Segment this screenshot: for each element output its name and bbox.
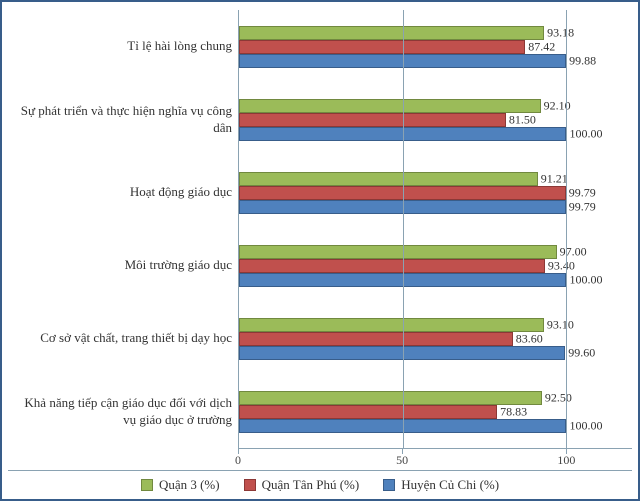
bar-wrap: 83.60 — [239, 332, 632, 346]
bar-value-label: 93.18 — [543, 25, 574, 40]
y-axis-labels: Tỉ lệ hài lòng chungSự phát triển và thự… — [8, 10, 238, 448]
legend: Quận 3 (%) Quận Tân Phú (%) Huyện Củ Chi (… — [8, 470, 632, 495]
legend-label: Huyện Củ Chi (%) — [401, 477, 499, 493]
bar-wrap: 99.79 — [239, 186, 632, 200]
bar-q3: 92.50 — [239, 391, 542, 405]
chart-frame: Tỉ lệ hài lòng chungSự phát triển và thự… — [0, 0, 640, 501]
bar-q3: 92.10 — [239, 99, 541, 113]
category-label: Hoạt động giáo dục — [8, 156, 238, 229]
bar-wrap: 93.10 — [239, 318, 632, 332]
legend-item-q3: Quận 3 (%) — [141, 477, 220, 493]
bar-wrap: 92.50 — [239, 391, 632, 405]
bar-group: 92.1081.50 100.00 — [239, 83, 632, 156]
plot-row: Tỉ lệ hài lòng chungSự phát triển và thự… — [8, 10, 632, 448]
bar-groups: 93.1887.4299.8892.1081.50100.0091.2199.7… — [239, 10, 632, 448]
bar-wrap: 92.10 — [239, 99, 632, 113]
bar-group: 92.5078.83 100.00 — [239, 375, 632, 448]
bar-value-label: 100.00 — [565, 418, 602, 433]
bar-value-label: 81.50 — [505, 112, 536, 127]
bar-value-label: 93.40 — [544, 258, 575, 273]
bar-group: 97.0093.40100.00 — [239, 229, 632, 302]
bar-wrap: 81.50 — [239, 113, 632, 127]
legend-item-cc: Huyện Củ Chi (%) — [383, 477, 499, 493]
bar-value-label: 99.79 — [565, 199, 596, 214]
legend-swatch — [244, 479, 256, 491]
bar-value-label: 100.00 — [565, 272, 602, 287]
category-label: Tỉ lệ hài lòng chung — [8, 10, 238, 83]
x-tick-label: 50 — [396, 453, 408, 468]
bar-value-label: 99.79 — [565, 185, 596, 200]
bar-tp: 87.42 — [239, 40, 525, 54]
bar-wrap: 100.00 — [239, 127, 632, 141]
category-label: Môi trường giáo dục — [8, 229, 238, 302]
bar-group: 93.1887.4299.88 — [239, 10, 632, 83]
x-tick-label: 0 — [235, 453, 241, 468]
bar-value-label: 87.42 — [524, 39, 555, 54]
x-axis-spacer — [8, 448, 238, 470]
bar-value-label: 83.60 — [512, 331, 543, 346]
gridline — [403, 10, 404, 448]
bar-q3: 93.18 — [239, 26, 544, 40]
bar-wrap: 100.00 — [239, 273, 632, 287]
category-label: Sự phát triển và thực hiện nghĩa vụ công… — [8, 83, 238, 156]
bar-wrap: 78.83 — [239, 405, 632, 419]
bar-wrap: 87.42 — [239, 40, 632, 54]
category-label: Cơ sở vật chất, trang thiết bị dạy học — [8, 302, 238, 375]
bar-group: 93.1083.6099.60 — [239, 302, 632, 375]
bar-tp: 81.50 — [239, 113, 506, 127]
bar-wrap: 99.60 — [239, 346, 632, 360]
bar-value-label: 99.60 — [564, 345, 595, 360]
bar-q3: 91.21 — [239, 172, 538, 186]
x-tick-label: 100 — [557, 453, 575, 468]
bar-value-label: 100.00 — [565, 126, 602, 141]
bar-wrap: 99.88 — [239, 54, 632, 68]
bar-value-label: 97.00 — [556, 244, 587, 259]
bar-q3: 97.00 — [239, 245, 557, 259]
bar-wrap: 99.79 — [239, 200, 632, 214]
bar-tp: 93.40 — [239, 259, 545, 273]
category-label: Khả năng tiếp cận giáo dục đối với dịch … — [8, 375, 238, 448]
bar-wrap: 93.18 — [239, 26, 632, 40]
bar-wrap: 93.40 — [239, 259, 632, 273]
bar-value-label: 99.88 — [565, 53, 596, 68]
bar-wrap: 97.00 — [239, 245, 632, 259]
bar-tp: 78.83 — [239, 405, 497, 419]
x-axis: 0 50 100 — [238, 448, 632, 470]
bar-value-label: 91.21 — [537, 171, 568, 186]
gridline — [566, 10, 567, 448]
plot-area: 93.1887.4299.8892.1081.50100.0091.2199.7… — [238, 10, 632, 448]
bar-q3: 93.10 — [239, 318, 544, 332]
legend-label: Quận 3 (%) — [159, 477, 220, 493]
bar-wrap: 100.00 — [239, 419, 632, 433]
legend-swatch — [383, 479, 395, 491]
x-axis-row: 0 50 100 — [8, 448, 632, 470]
bar-value-label: 78.83 — [496, 404, 527, 419]
bar-value-label: 93.10 — [543, 317, 574, 332]
legend-item-tp: Quận Tân Phú (%) — [244, 477, 360, 493]
bar-tp: 83.60 — [239, 332, 513, 346]
bar-wrap: 91.21 — [239, 172, 632, 186]
bar-group: 91.2199.7999.79 — [239, 156, 632, 229]
legend-swatch — [141, 479, 153, 491]
legend-label: Quận Tân Phú (%) — [262, 477, 360, 493]
